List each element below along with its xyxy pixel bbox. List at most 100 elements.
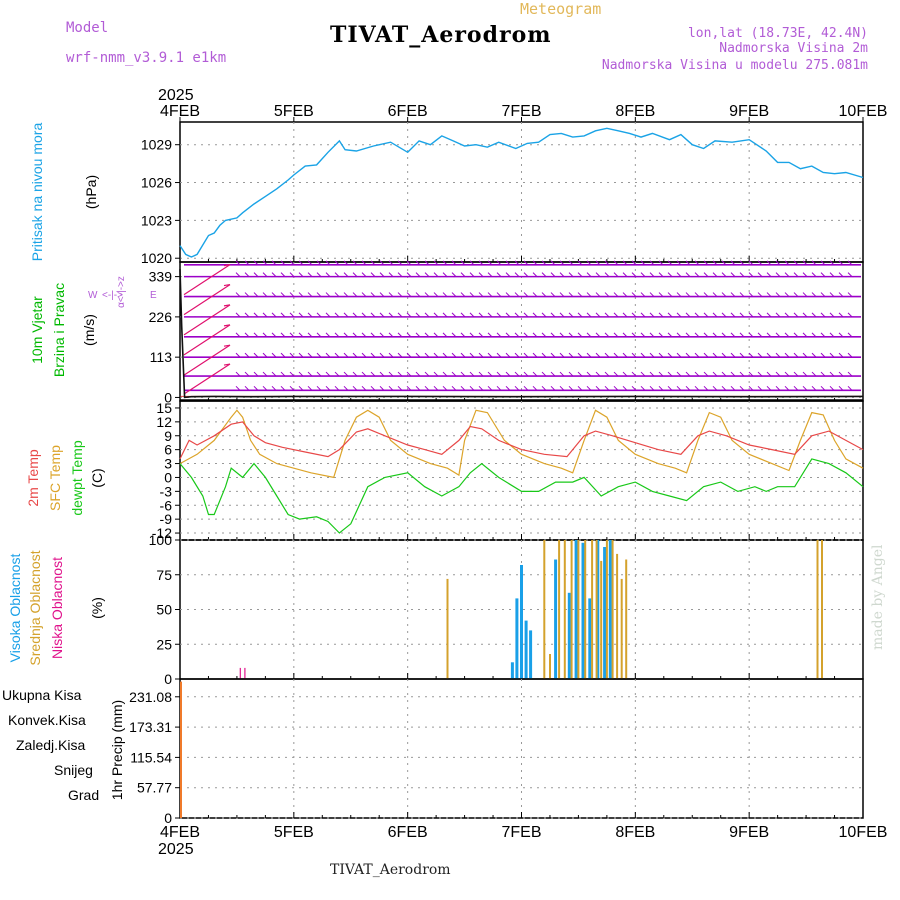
wind-barb <box>784 332 790 338</box>
year-top: 2025 <box>158 87 194 104</box>
day-label-bottom: 9FEB <box>729 824 769 841</box>
y-tick-label: -3 <box>160 483 173 499</box>
wind-barb <box>505 260 511 266</box>
wind-barb <box>775 371 781 377</box>
y-tick-label: 6 <box>164 442 172 458</box>
wind-barbs <box>180 260 863 402</box>
wind-barb <box>568 272 574 277</box>
cloud-bar-visoka-oblacnost <box>567 592 571 679</box>
wind-barb <box>811 292 817 297</box>
wind-barb <box>523 371 529 377</box>
wind-barb <box>424 272 430 277</box>
wind-barb <box>388 352 394 358</box>
wind-barb <box>379 260 385 266</box>
cloud-bar-srednja-oblacnost <box>558 540 561 679</box>
wind-barb <box>406 272 412 277</box>
wind-barb <box>829 260 835 266</box>
y-tick-label: 0 <box>164 810 172 826</box>
wind-barb <box>649 371 655 377</box>
wind-barb <box>388 385 394 391</box>
wind-barb <box>838 292 844 297</box>
wind-barb <box>289 352 295 358</box>
wind-barb <box>352 272 358 277</box>
wind-barb <box>577 371 583 377</box>
cloud-bar-srednja-oblacnost <box>446 578 449 679</box>
wind-barb <box>397 371 403 377</box>
day-label-top: 5FEB <box>274 103 314 120</box>
wind-barb <box>550 292 556 297</box>
wind-barb <box>613 332 619 338</box>
wind-barb <box>487 312 493 318</box>
wind-barb <box>469 385 475 391</box>
wind-barb <box>802 292 808 297</box>
cloud-series <box>180 540 863 680</box>
compass-arrow-horizontal: <-|-> <box>102 290 123 301</box>
wind-barb <box>271 260 277 266</box>
wind-ticks: 0 113 226 339 <box>149 269 864 405</box>
wind-barb <box>379 272 385 277</box>
wind-barb <box>298 292 304 297</box>
wind-barb <box>694 332 700 338</box>
wind-barb <box>658 272 664 277</box>
wind-barb <box>325 332 331 338</box>
wind-barb <box>469 260 475 266</box>
wind-barb <box>451 312 457 318</box>
wind-barb <box>757 371 763 377</box>
wind-barb <box>721 371 727 377</box>
cloud-bar-visoka-oblacnost <box>524 620 528 679</box>
cloud-bar-srednja-oblacnost <box>625 559 628 679</box>
wind-barb <box>298 385 304 391</box>
wind-barb <box>550 312 556 318</box>
wind-barb <box>703 332 709 338</box>
wind-barb <box>748 260 754 266</box>
series-line-10m-vjetar <box>179 269 864 399</box>
y-tick-label: 15 <box>156 400 172 416</box>
wind-barb <box>505 385 511 391</box>
wind-barb <box>775 352 781 358</box>
wind-barb <box>703 312 709 318</box>
wind-barb <box>235 371 241 377</box>
wind-barb <box>370 312 376 318</box>
wind-barb <box>379 332 385 338</box>
wind-barb <box>361 352 367 358</box>
wind-barb <box>496 312 502 318</box>
wind-barb <box>442 371 448 377</box>
wind-barb <box>802 260 808 266</box>
wind-barb <box>235 312 241 318</box>
wind-barb <box>289 260 295 266</box>
wind-barb <box>748 312 754 318</box>
wind-barb <box>235 332 241 338</box>
wind-barb <box>451 260 457 266</box>
wind-barb <box>505 272 511 277</box>
wind-barb <box>595 332 601 338</box>
y-tick-label: 9 <box>164 428 172 444</box>
wind-barb <box>460 332 466 338</box>
wind-barb <box>505 312 511 318</box>
y-tick-label: 1029 <box>141 137 172 153</box>
wind-barb <box>316 352 322 358</box>
wind-arrow <box>183 304 231 336</box>
wind-barb <box>361 332 367 338</box>
wind-barb <box>730 385 736 391</box>
series-line-dewpt-temp <box>179 458 864 534</box>
wind-barb <box>568 292 574 297</box>
cloud-bar-visoka-oblacnost <box>529 630 533 679</box>
wind-barb <box>748 292 754 297</box>
wind-barb <box>298 332 304 338</box>
wind-barb <box>406 352 412 358</box>
wind-barb <box>325 352 331 358</box>
wind-barb <box>712 332 718 338</box>
wind-barb <box>469 371 475 377</box>
day-label-bottom: 10FEB <box>839 824 888 841</box>
wind-barb <box>343 385 349 391</box>
wind-barb <box>775 272 781 277</box>
wind-barb <box>289 371 295 377</box>
wind-barb <box>280 385 286 391</box>
wind-barb <box>487 292 493 297</box>
wind-barb <box>712 312 718 318</box>
wind-barb <box>766 272 772 277</box>
wind-barb <box>820 332 826 338</box>
wind-barb <box>694 385 700 391</box>
cloud-panel: 0 25 50 75 100 Visoka Oblacnost Srednja Obla… <box>7 532 864 687</box>
wind-barb <box>406 385 412 391</box>
